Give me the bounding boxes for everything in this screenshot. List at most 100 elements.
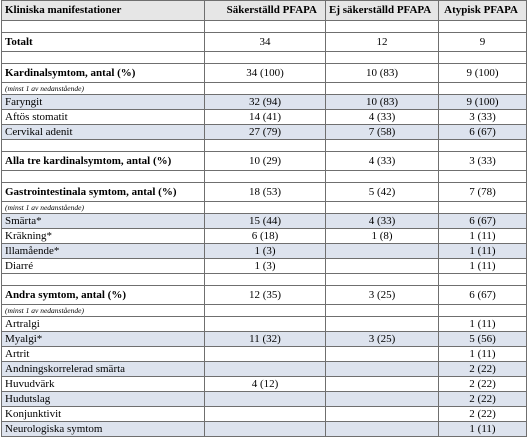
row-label: Smärta* [1, 213, 205, 229]
section-label: Andra symtom, antal (%) [1, 285, 205, 305]
spacer-cell [204, 20, 326, 33]
row-label: Artrit [1, 346, 205, 362]
table-row: Artralgi 1 (11) [1, 316, 527, 332]
empty-cell [325, 304, 439, 317]
row-label: Faryngit [1, 94, 205, 110]
value-atypical: 1 (11) [438, 346, 527, 362]
row-label: Konjunktivit [1, 406, 205, 422]
section-row: Gastrointestinala symtom, antal (%) 18 (5… [1, 182, 527, 202]
table-row: Faryngit 32 (94) 10 (83) 9 (100) [1, 94, 527, 110]
table-row: Smärta* 15 (44) 4 (33) 6 (67) [1, 213, 527, 229]
value-unconfirmed: 5 (42) [325, 182, 439, 202]
row-label: Myalgi* [1, 331, 205, 347]
value-unconfirmed: 3 (25) [325, 331, 439, 347]
row-label: Kräkning* [1, 228, 205, 244]
value-unconfirmed [325, 421, 439, 437]
row-label: Neurologiska symtom [1, 421, 205, 437]
value-atypical: 2 (22) [438, 361, 527, 377]
value-unconfirmed [325, 406, 439, 422]
value-confirmed: 32 (94) [204, 94, 326, 110]
header-cell-manifestation: Kliniska manifestationer [1, 0, 205, 21]
section-label: Totalt [1, 32, 205, 52]
section-row: Alla tre kardinalsymtom, antal (%) 10 (29… [1, 151, 527, 171]
value-unconfirmed [325, 316, 439, 332]
value-unconfirmed: 3 (25) [325, 285, 439, 305]
value-atypical: 9 (100) [438, 63, 527, 83]
spacer-cell [1, 139, 205, 152]
note-cell: (minst 1 av nedanstående) [1, 304, 205, 317]
spacer-cell [438, 170, 527, 183]
value-atypical: 1 (11) [438, 258, 527, 274]
table-row: Illamående* 1 (3) 1 (11) [1, 243, 527, 259]
spacer-cell [438, 273, 527, 286]
spacer-cell [1, 170, 205, 183]
value-unconfirmed: 4 (33) [325, 213, 439, 229]
empty-cell [204, 82, 326, 95]
table-row: Myalgi* 11 (32) 3 (25) 5 (56) [1, 331, 527, 347]
spacer-cell [438, 51, 527, 64]
spacer-row [1, 170, 527, 183]
table-row: Konjunktivit 2 (22) [1, 406, 527, 422]
row-label: Cervikal adenit [1, 124, 205, 140]
spacer-row [1, 20, 527, 33]
section-label: Alla tre kardinalsymtom, antal (%) [1, 151, 205, 171]
note-cell: (minst 1 av nedanstående) [1, 82, 205, 95]
value-confirmed: 4 (12) [204, 376, 326, 392]
value-confirmed [204, 316, 326, 332]
section-row: Andra symtom, antal (%) 12 (35) 3 (25) 6 (6… [1, 285, 527, 305]
empty-cell [325, 201, 439, 214]
value-unconfirmed [325, 376, 439, 392]
row-label: Illamående* [1, 243, 205, 259]
value-atypical: 6 (67) [438, 213, 527, 229]
row-label: Hudutslag [1, 391, 205, 407]
section-row: Totalt 34 12 9 [1, 32, 527, 52]
spacer-cell [1, 20, 205, 33]
table-row: Diarré 1 (3) 1 (11) [1, 258, 527, 274]
value-atypical: 6 (67) [438, 124, 527, 140]
value-confirmed: 1 (3) [204, 243, 326, 259]
value-unconfirmed: 10 (83) [325, 94, 439, 110]
value-confirmed: 27 (79) [204, 124, 326, 140]
value-atypical: 3 (33) [438, 151, 527, 171]
empty-cell [204, 201, 326, 214]
row-label: Huvudvärk [1, 376, 205, 392]
value-unconfirmed: 7 (58) [325, 124, 439, 140]
row-label: Diarré [1, 258, 205, 274]
header-row: Kliniska manifestationer Säkerställd PFA… [1, 0, 527, 21]
empty-cell [438, 201, 527, 214]
value-confirmed [204, 346, 326, 362]
value-confirmed: 6 (18) [204, 228, 326, 244]
table-row: Hudutslag 2 (22) [1, 391, 527, 407]
value-atypical: 1 (11) [438, 243, 527, 259]
value-atypical: 2 (22) [438, 376, 527, 392]
value-confirmed [204, 391, 326, 407]
note-cell: (minst 1 av nedanstående) [1, 201, 205, 214]
empty-cell [438, 304, 527, 317]
value-atypical: 1 (11) [438, 316, 527, 332]
value-unconfirmed [325, 346, 439, 362]
value-atypical: 2 (22) [438, 406, 527, 422]
value-confirmed [204, 421, 326, 437]
table-row: Kräkning* 6 (18) 1 (8) 1 (11) [1, 228, 527, 244]
value-confirmed: 11 (32) [204, 331, 326, 347]
spacer-cell [204, 273, 326, 286]
value-confirmed: 18 (53) [204, 182, 326, 202]
empty-cell [204, 304, 326, 317]
spacer-row [1, 273, 527, 286]
value-confirmed: 10 (29) [204, 151, 326, 171]
value-unconfirmed: 10 (83) [325, 63, 439, 83]
value-unconfirmed: 1 (8) [325, 228, 439, 244]
section-label: Gastrointestinala symtom, antal (%) [1, 182, 205, 202]
spacer-cell [204, 139, 326, 152]
value-unconfirmed [325, 361, 439, 377]
value-atypical: 2 (22) [438, 391, 527, 407]
note-row: (minst 1 av nedanstående) [1, 201, 527, 214]
note-row: (minst 1 av nedanstående) [1, 82, 527, 95]
value-unconfirmed [325, 243, 439, 259]
table-row: Neurologiska symtom 1 (11) [1, 421, 527, 437]
value-confirmed: 34 (100) [204, 63, 326, 83]
spacer-row [1, 51, 527, 64]
header-cell-atypical-pfapa: Atypisk PFAPA [438, 0, 527, 21]
spacer-cell [204, 51, 326, 64]
